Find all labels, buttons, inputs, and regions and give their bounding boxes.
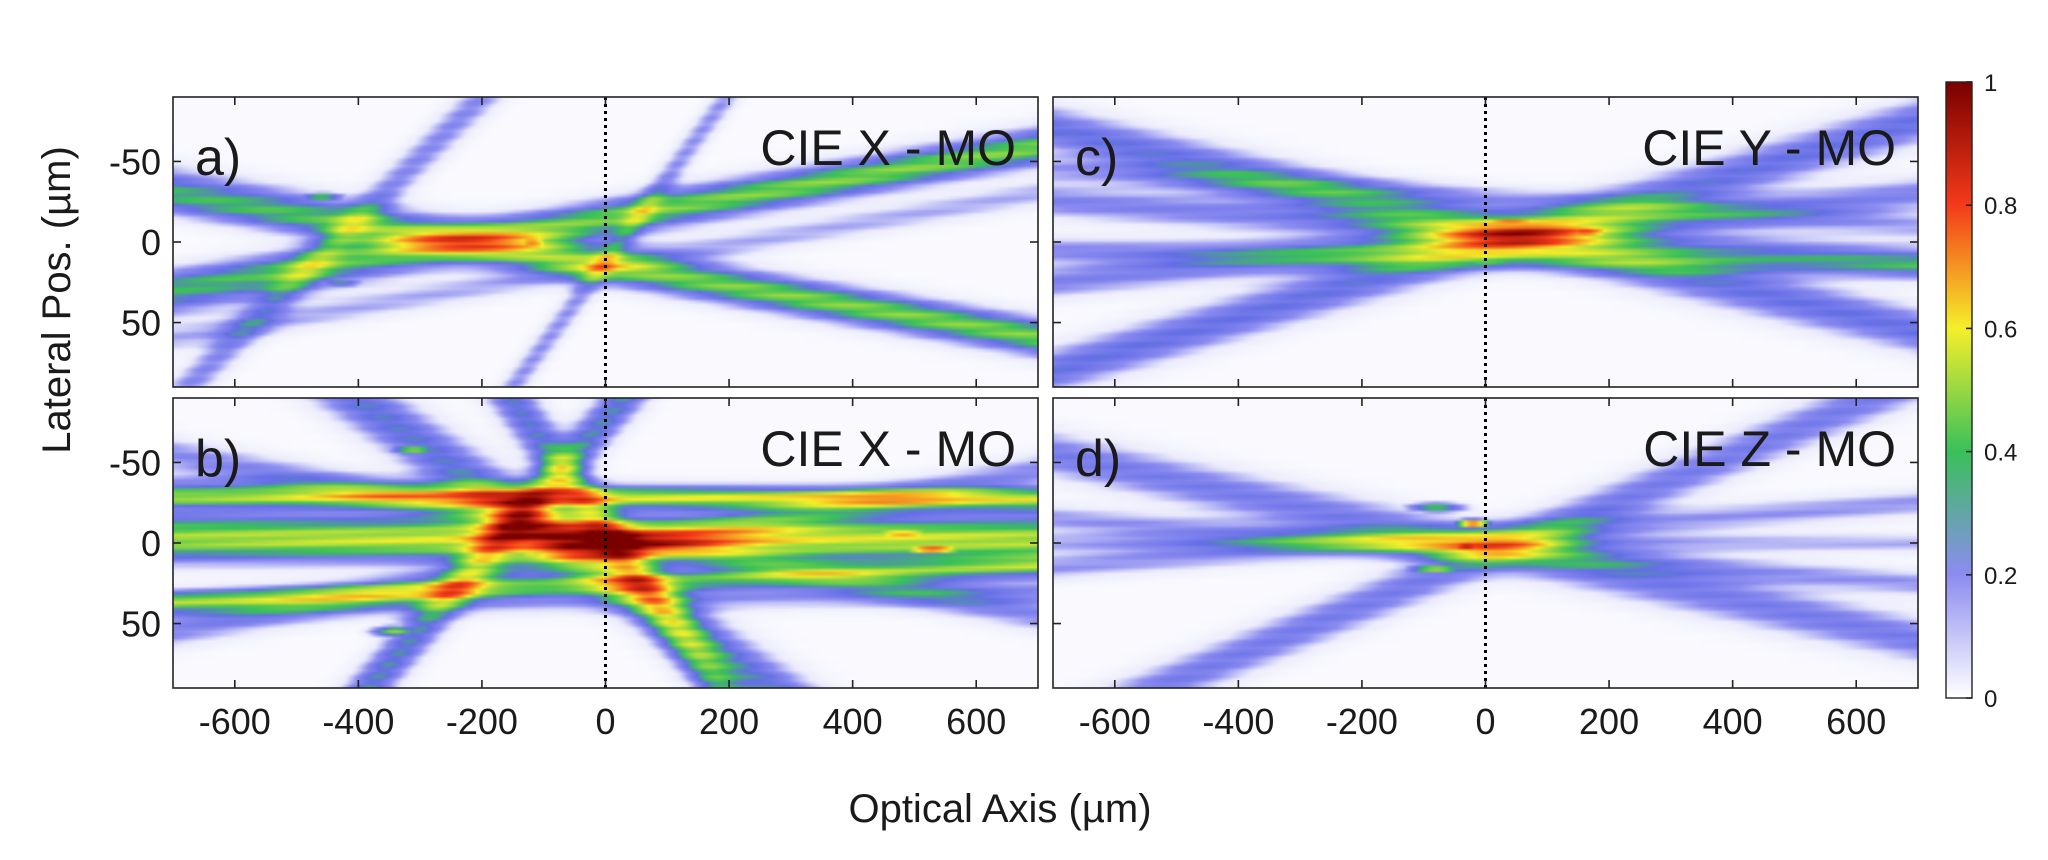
panel-b: -600 -400 -200 0 200 400 600 -50 0 50 b) CIE X - MO [109,397,1039,742]
colorbar-tick-label: 0.6 [1984,316,2017,343]
y-axis-title: Lateral Pos. (µm) [35,146,79,454]
colorbar-bar [1945,81,1973,699]
x-tick-label: 0 [595,701,615,742]
panel-label: d) [1075,430,1121,488]
heatmap-a [173,97,1038,387]
x-tick-label: -200 [446,701,518,742]
panels-layer: -50 0 50 a) CIE X - MO -600 -400 -200 0 200 400 600… [109,96,1919,742]
x-tick-label: 600 [946,701,1006,742]
x-tick-label: -400 [322,701,394,742]
colorbar-tick-label: 0.2 [1984,563,2017,590]
x-tick-label: 200 [699,701,759,742]
x-tick-label: 400 [823,701,883,742]
heatmap-c [1053,97,1918,387]
panel-title: CIE Z - MO [1643,421,1896,477]
y-tick-label: 50 [121,604,161,645]
x-tick-label: -400 [1202,701,1274,742]
colorbar-tick-label: 1 [1984,70,1997,97]
y-tick-label: 0 [141,523,161,564]
colorbar-tick-label: 0.4 [1984,440,2017,467]
x-tick-label: -600 [1079,701,1151,742]
panel-c: c) CIE Y - MO [1052,96,1919,388]
heatmap-b [173,398,1038,688]
panel-title: CIE X - MO [760,120,1016,176]
colorbar: 0 0.2 0.4 0.6 0.8 1 [1945,70,2017,713]
panel-label: b) [195,430,241,488]
panel-title: CIE Y - MO [1642,120,1896,176]
x-tick-label: 600 [1826,701,1886,742]
panel-d: -600 -400 -200 0 200 400 600 d) CIE Z - MO [1052,397,1919,742]
x-tick-label: -200 [1326,701,1398,742]
panel-label: c) [1075,129,1118,187]
y-tick-label: -50 [109,141,161,182]
colorbar-tick-label: 0 [1984,686,1997,713]
y-tick-label: 0 [141,222,161,263]
heatmap-d [1053,398,1918,688]
x-tick-label: 400 [1703,701,1763,742]
x-tick-label: 200 [1579,701,1639,742]
x-tick-label: 0 [1475,701,1495,742]
panel-title: CIE X - MO [760,421,1016,477]
y-tick-label: 50 [121,303,161,344]
panel-a: -50 0 50 a) CIE X - MO [109,96,1039,388]
colorbar-tick-label: 0.8 [1984,193,2017,220]
panel-label: a) [195,129,241,187]
x-tick-label: -600 [199,701,271,742]
y-tick-label: -50 [109,442,161,483]
x-axis-title: Optical Axis (µm) [848,787,1151,831]
